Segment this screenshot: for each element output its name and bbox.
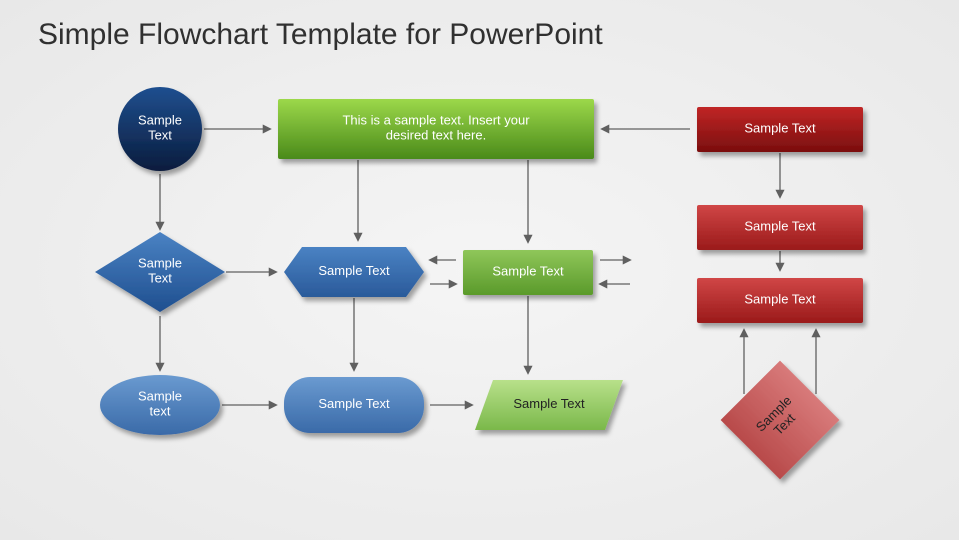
flow-node-label: Sample Text <box>744 219 816 234</box>
flow-node-label: Sample Text <box>744 121 816 136</box>
flow-node-label: Sample Text <box>318 396 390 411</box>
flow-node-label: Sample Text <box>744 292 816 307</box>
flow-node-label: Sample Text <box>492 264 564 279</box>
flow-node-label: Sample Text <box>318 263 390 278</box>
flowchart-canvas: SampleTextThis is a sample text. Insert … <box>0 0 959 540</box>
flow-node-label: Sample Text <box>513 396 585 411</box>
